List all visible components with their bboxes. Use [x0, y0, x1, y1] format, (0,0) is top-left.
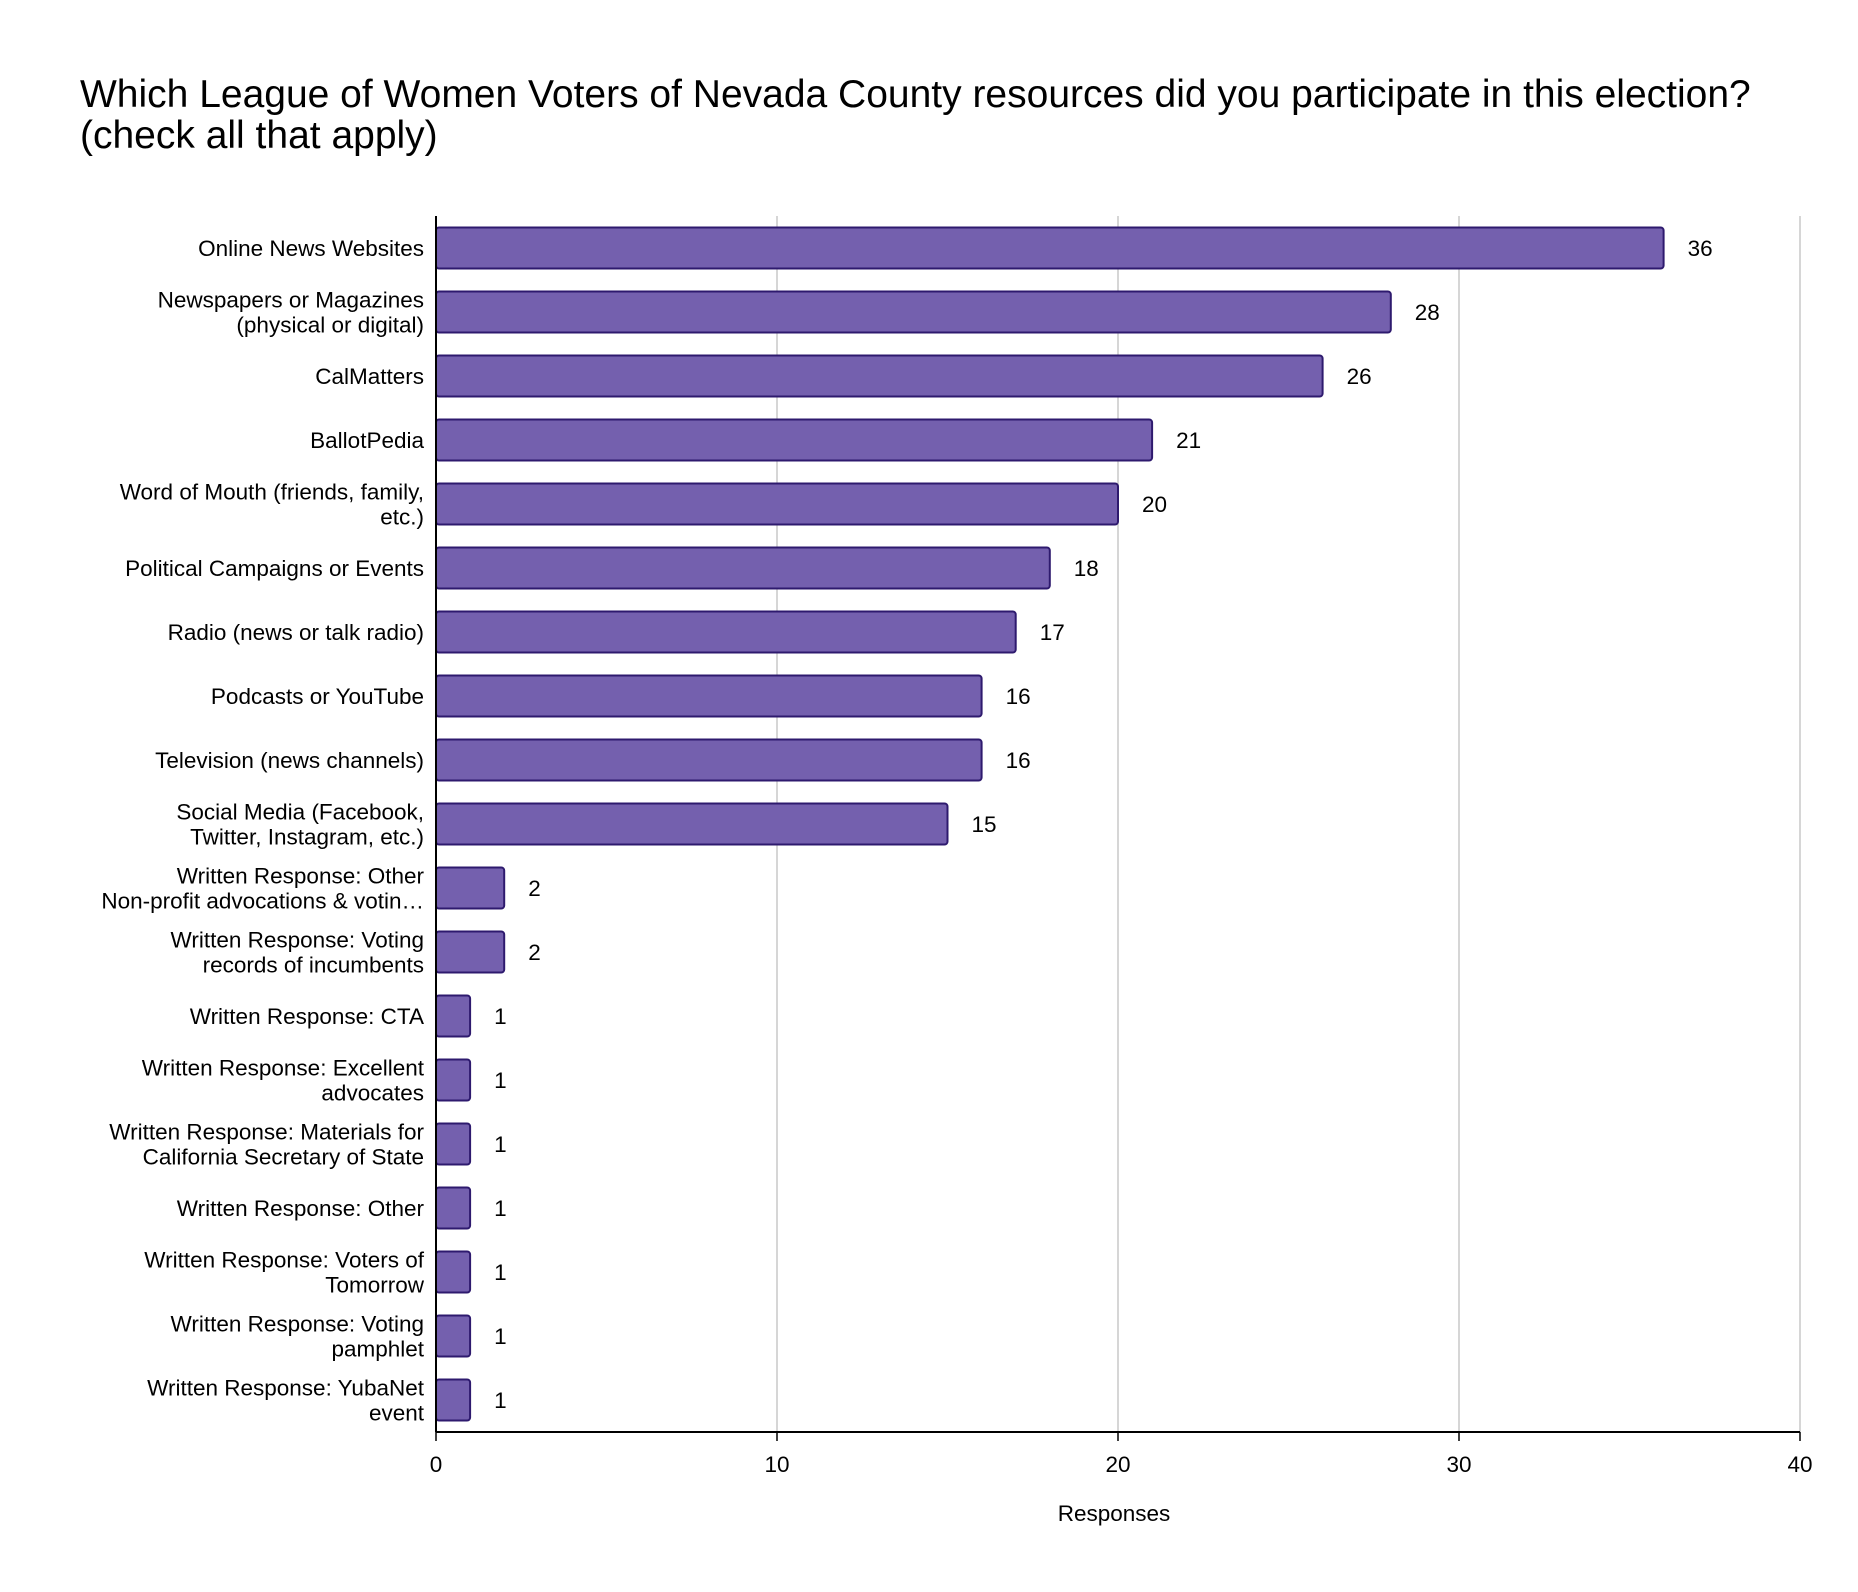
bar — [435, 1058, 472, 1102]
category-label-line: Television (news channels) — [155, 748, 424, 773]
x-tick-label: 30 — [1446, 1452, 1471, 1477]
bar-value-label: 21 — [1176, 428, 1201, 453]
bar-value-label: 2 — [528, 876, 541, 901]
bar — [435, 418, 1154, 462]
category-label: Written Response: Voting records of incum… — [171, 928, 424, 978]
category-label-line: Written Response: CTA — [190, 1004, 424, 1029]
bar — [435, 290, 1392, 334]
x-axis-title: Responses — [1058, 1501, 1171, 1526]
x-tick-label: 0 — [430, 1452, 443, 1477]
bar-value-label: 26 — [1347, 364, 1372, 389]
bar — [435, 674, 983, 718]
bar-value-label: 15 — [972, 812, 997, 837]
x-tick-label: 10 — [764, 1452, 789, 1477]
category-label: Written Response: Voting pamphlet — [171, 1312, 425, 1362]
axes — [435, 216, 1801, 1441]
bar — [435, 866, 506, 910]
bar — [435, 610, 1017, 654]
bar-value-label: 1 — [494, 1068, 507, 1093]
chart-title: Which League of Women Voters of Nevada C… — [80, 73, 1751, 157]
bar — [435, 354, 1324, 398]
category-label: Written Response: Other Non-profit advoca… — [101, 864, 424, 914]
category-label-line: Word of Mouth (friends, family, — [120, 480, 424, 505]
bar-value-label: 16 — [1006, 748, 1031, 773]
category-label-line: (physical or digital) — [236, 313, 424, 338]
category-label-line: Online News Websites — [198, 236, 424, 261]
category-label-line: Written Response: Excellent — [142, 1056, 425, 1081]
bar-value-label: 1 — [494, 1004, 507, 1029]
category-label-line: Tomorrow — [325, 1273, 425, 1298]
category-label-line: records of incumbents — [203, 953, 424, 978]
category-label-line: Non-profit advocations & votin… — [101, 889, 424, 914]
category-label-line: Twitter, Instagram, etc.) — [190, 825, 424, 850]
category-label-line: Social Media (Facebook, — [176, 800, 424, 825]
category-label-line: Written Response: Other — [177, 1196, 425, 1221]
category-label: Podcasts or YouTube — [211, 684, 424, 709]
category-label: BallotPedia — [310, 428, 424, 453]
category-label: Written Response: Materials for Californi… — [109, 1120, 424, 1170]
bar-value-label: 1 — [494, 1196, 507, 1221]
bar — [435, 1122, 472, 1166]
category-label-line: etc.) — [380, 505, 424, 530]
category-label: Written Response: Other — [177, 1196, 425, 1221]
bar-value-label: 1 — [494, 1132, 507, 1157]
category-label-line: California Secretary of State — [143, 1145, 424, 1170]
category-label-line: advocates — [321, 1081, 424, 1106]
bars — [435, 226, 1665, 1422]
bar — [435, 482, 1119, 526]
bar-value-label: 28 — [1415, 300, 1440, 325]
bar-value-label: 20 — [1142, 492, 1167, 517]
bar — [435, 1250, 472, 1294]
category-label-line: CalMatters — [315, 364, 424, 389]
category-label-line: Written Response: Voters of — [144, 1248, 424, 1273]
category-label-line: Radio (news or talk radio) — [168, 620, 424, 645]
x-tick-label: 20 — [1105, 1452, 1130, 1477]
category-label-line: Written Response: Materials for — [109, 1120, 424, 1145]
category-label-line: Written Response: Voting — [171, 1312, 424, 1337]
x-tick-label: 40 — [1787, 1452, 1812, 1477]
category-label: Newspapers or Magazines (physical or digi… — [158, 288, 424, 338]
bar-value-label: 1 — [494, 1324, 507, 1349]
category-label: Radio (news or talk radio) — [168, 620, 424, 645]
category-label-line: Newspapers or Magazines — [158, 288, 424, 313]
category-label-line: Written Response: Other — [177, 864, 425, 889]
bar — [435, 1378, 472, 1422]
category-label: Written Response: Excellent advocates — [142, 1056, 425, 1106]
category-label: Word of Mouth (friends, family, etc.) — [120, 480, 424, 530]
category-label: Social Media (Facebook, Twitter, Instagra… — [176, 800, 424, 850]
bar-value-label: 36 — [1688, 236, 1713, 261]
bar — [435, 930, 506, 974]
bar-value-label: 16 — [1006, 684, 1031, 709]
bar-value-label: 1 — [494, 1388, 507, 1413]
category-label-line: Podcasts or YouTube — [211, 684, 424, 709]
category-label-line: event — [369, 1401, 425, 1426]
category-label: Written Response: YubaNet event — [147, 1376, 425, 1426]
bar-value-label: 17 — [1040, 620, 1065, 645]
bar — [435, 1314, 472, 1358]
bar — [435, 802, 949, 846]
category-label-line: Political Campaigns or Events — [125, 556, 424, 581]
bar-value-label: 18 — [1074, 556, 1099, 581]
bar — [435, 738, 983, 782]
category-label: Written Response: CTA — [190, 1004, 424, 1029]
bar-value-label: 2 — [528, 940, 541, 965]
bar — [435, 994, 472, 1038]
bar — [435, 546, 1051, 590]
labels: 0 10 20 30 40 36 Online News Websites 28 Newspap… — [101, 236, 1812, 1477]
bar — [435, 1186, 472, 1230]
category-label: Television (news channels) — [155, 748, 424, 773]
bar — [435, 226, 1665, 270]
category-label: Written Response: Voters of Tomorrow — [144, 1248, 424, 1298]
category-label-line: Written Response: YubaNet — [147, 1376, 425, 1401]
category-label: CalMatters — [315, 364, 424, 389]
category-label-line: BallotPedia — [310, 428, 424, 453]
category-label: Political Campaigns or Events — [125, 556, 424, 581]
category-label-line: pamphlet — [331, 1337, 424, 1362]
category-label: Online News Websites — [198, 236, 424, 261]
category-label-line: Written Response: Voting — [171, 928, 424, 953]
bar-value-label: 1 — [494, 1260, 507, 1285]
